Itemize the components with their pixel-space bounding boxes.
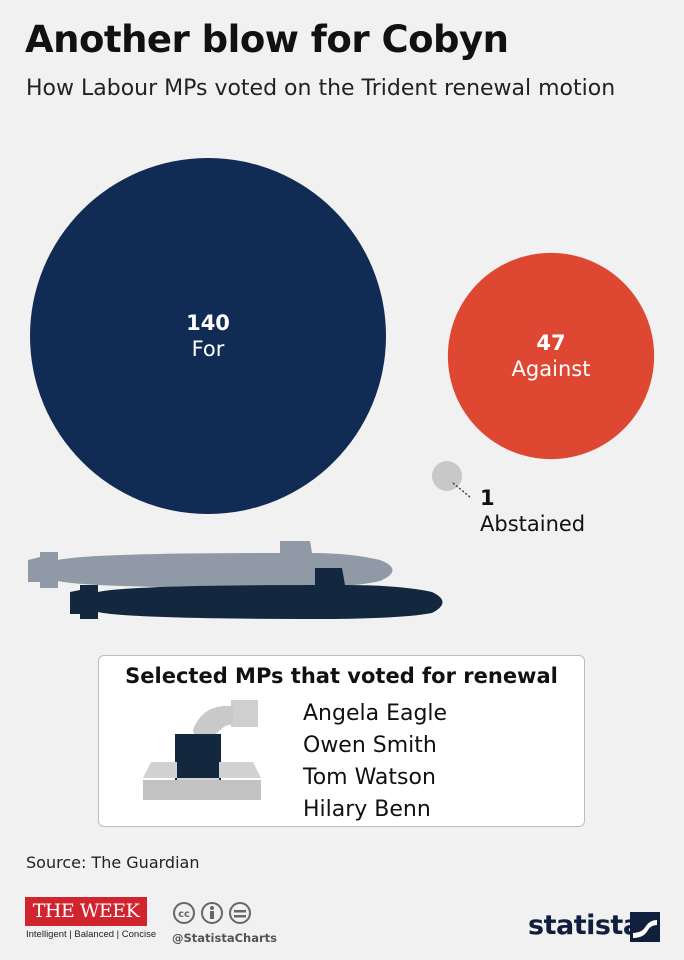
theweek-logo[interactable]: THE WEEK (25, 897, 147, 926)
selected-mps-list: Angela Eagle Owen Smith Tom Watson Hilar… (303, 698, 447, 826)
mp-name: Angela Eagle (303, 701, 448, 726)
mp-name: Tom Watson (303, 765, 436, 790)
data-label-category-against: Against (512, 357, 591, 381)
submarine-icon (28, 541, 443, 619)
source-note: Source: The Guardian (26, 853, 200, 872)
bubble-against (447, 252, 655, 460)
theweek-tagline: Intelligent | Balanced | Concise (26, 929, 157, 940)
data-label-value-for: 140 (186, 311, 230, 335)
data-label-value-against: 47 (536, 331, 565, 355)
statista-wordmark[interactable]: statista (528, 910, 641, 941)
data-label-value-abstained: 1 (480, 486, 495, 510)
ballot-box-icon (143, 700, 261, 800)
chart-subtitle: How Labour MPs voted on the Trident rene… (26, 76, 616, 101)
selected-mps-title: Selected MPs that voted for renewal (125, 664, 558, 688)
mp-name: Hilary Benn (303, 797, 431, 822)
creative-commons-icon[interactable]: cc (172, 901, 268, 927)
chart-title: Another blow for Cobyn (25, 18, 509, 61)
svg-text:cc: cc (178, 909, 190, 920)
mp-name: Owen Smith (303, 733, 437, 758)
data-label-category-for: For (192, 337, 225, 361)
bubble-for (30, 158, 386, 514)
statista-logo-icon[interactable] (630, 912, 660, 942)
data-label-category-abstained: Abstained (480, 512, 585, 536)
selected-mps-panel: Selected MPs that voted for renewal Ange… (98, 655, 585, 827)
statista-handle[interactable]: @StatistaCharts (172, 931, 277, 945)
